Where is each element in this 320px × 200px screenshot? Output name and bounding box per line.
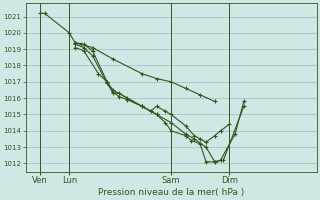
X-axis label: Pression niveau de la mer( hPa ): Pression niveau de la mer( hPa ) [98,188,244,197]
